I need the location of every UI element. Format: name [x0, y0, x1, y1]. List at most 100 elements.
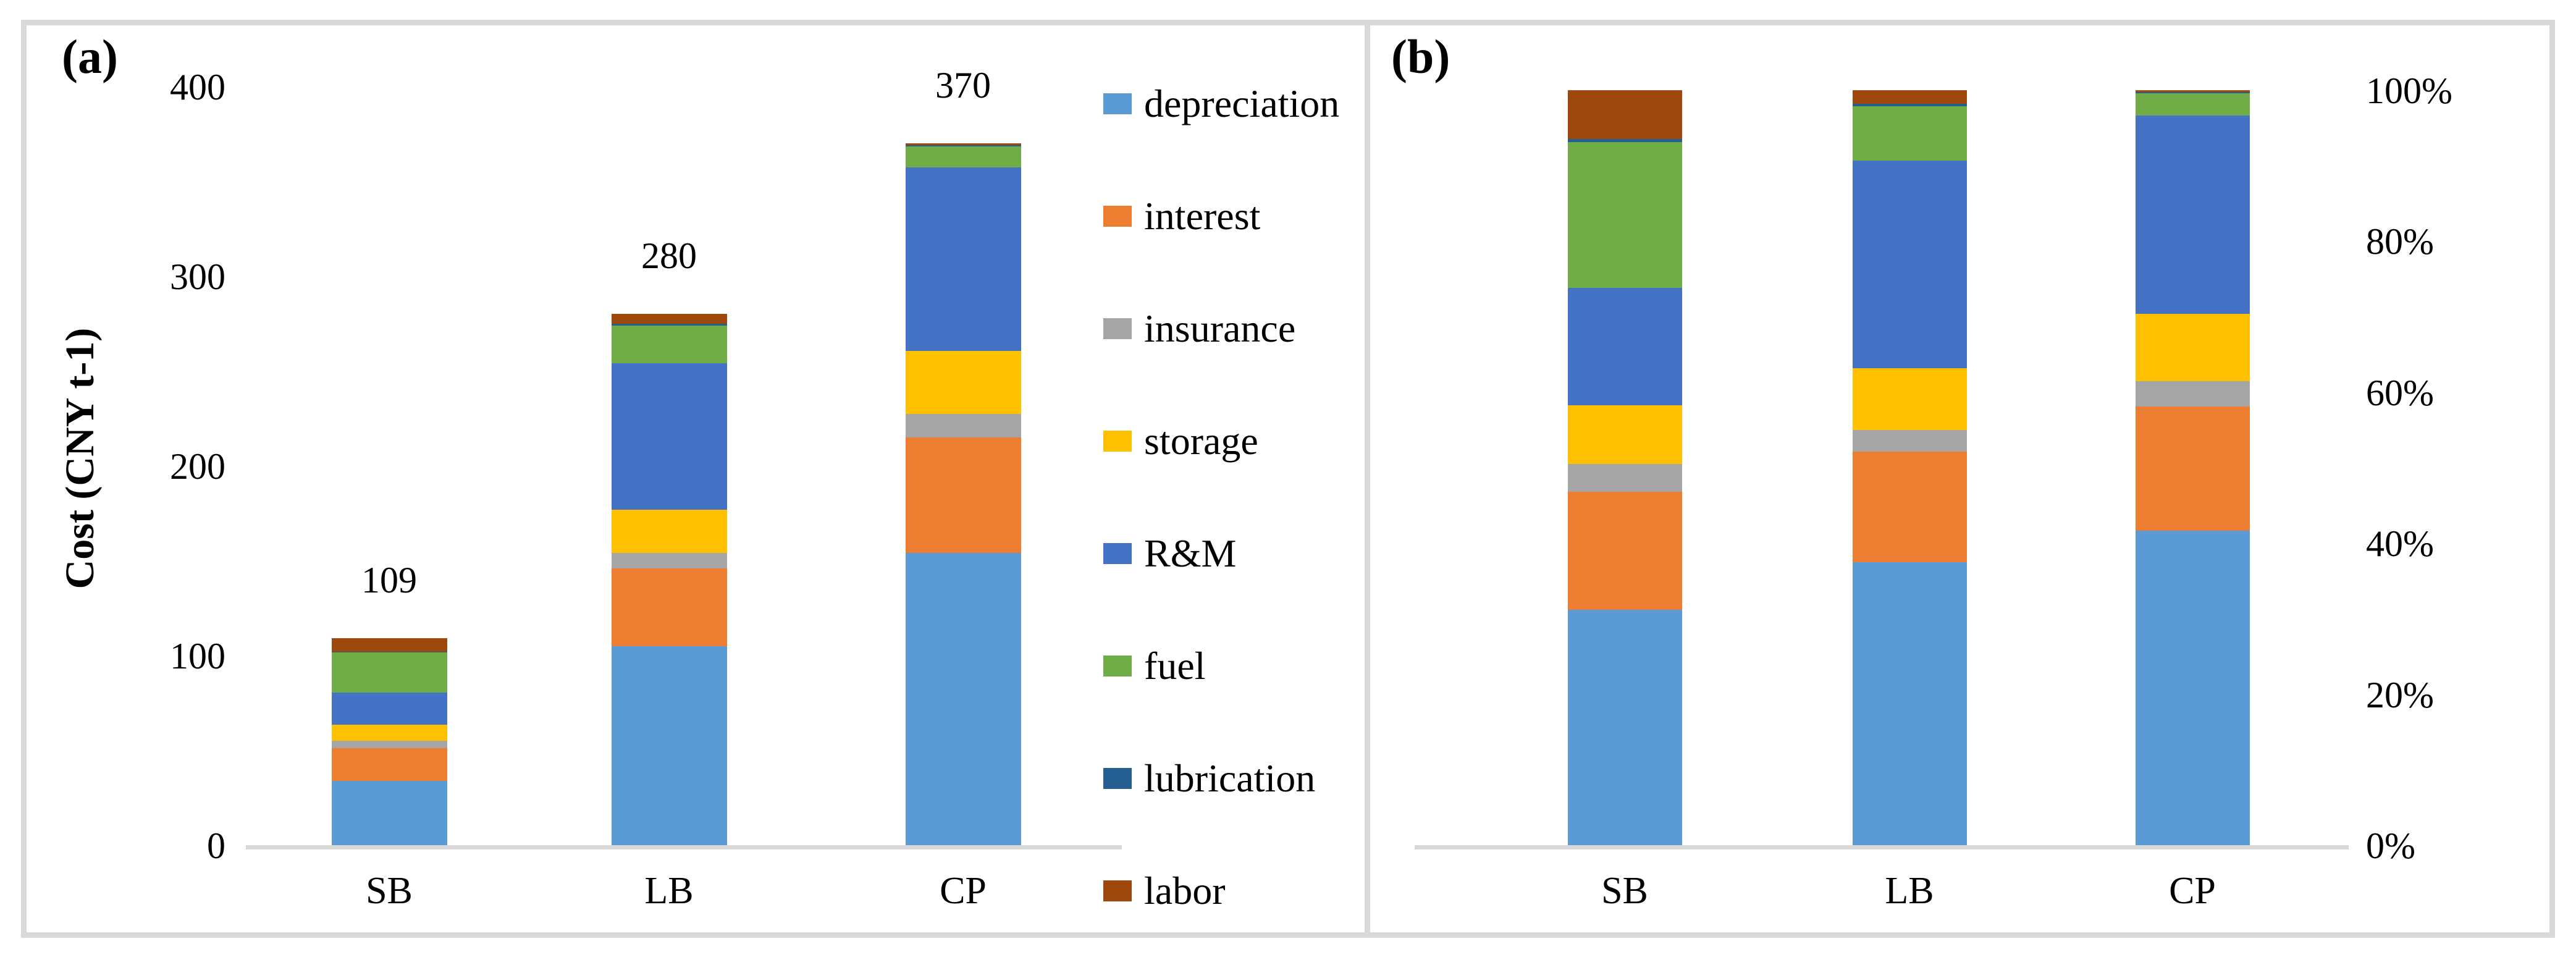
bar-segment-lubrication-lb [1853, 103, 1967, 107]
bar-segment-r-m-cp [2136, 116, 2250, 314]
legend-label-storage: storage [1144, 419, 1258, 463]
legend-item-insurance: insurance [1103, 303, 1295, 355]
bar-cp [906, 143, 1021, 845]
x-axis-label-b-cp: CP [2169, 870, 2216, 912]
bar-segment-storage-cp [2136, 313, 2250, 381]
bar-segment-r-m-lb [612, 363, 727, 510]
figure-border [21, 20, 2555, 938]
bar-segment-storage-sb [332, 725, 447, 741]
bar-segment-storage-lb [1853, 368, 1967, 430]
y-tick-label-b-100: 100% [2366, 70, 2452, 111]
bar-segment-interest-cp [906, 437, 1021, 554]
legend-item-labor: labor [1103, 865, 1226, 917]
bar-segment-labor-sb [332, 638, 447, 652]
bar-segment-depreciation-sb [332, 780, 447, 845]
bar-segment-fuel-sb [332, 652, 447, 693]
legend-label-depreciation: depreciation [1144, 82, 1340, 125]
y-tick-label-b-20: 20% [2366, 674, 2434, 715]
legend-item-lubrication: lubrication [1103, 753, 1315, 804]
legend-swatch-lubrication-icon [1103, 768, 1132, 789]
bar-segment-r-m-lb [1853, 160, 1967, 368]
x-axis-line-b [1415, 845, 2349, 849]
legend-item-r-m: R&M [1103, 528, 1236, 580]
legend-label-labor: labor [1144, 869, 1226, 913]
bar-segment-insurance-lb [1853, 429, 1967, 452]
bar-segment-labor-cp [2136, 90, 2250, 93]
bar-segment-interest-sb [332, 748, 447, 781]
legend-item-depreciation: depreciation [1103, 78, 1339, 130]
legend-swatch-interest-icon [1103, 206, 1132, 227]
y-tick-label-b-0: 0% [2366, 825, 2415, 866]
y-tick-label-b-60: 60% [2366, 372, 2434, 413]
bar-segment-labor-sb [1568, 90, 1682, 139]
legend-label-insurance: insurance [1144, 306, 1296, 350]
legend-item-fuel: fuel [1103, 640, 1206, 692]
bar-segment-lubrication-cp [2136, 92, 2250, 93]
legend-swatch-labor-icon [1103, 880, 1132, 901]
bar-segment-fuel-lb [612, 325, 727, 364]
legend-swatch-fuel-icon [1103, 656, 1132, 677]
bar-total-label-sb: 109 [361, 560, 417, 601]
bar-segment-r-m-sb [332, 692, 447, 725]
legend-swatch-insurance-icon [1103, 318, 1132, 339]
bar-segment-interest-sb [1568, 492, 1682, 610]
panel-a-label: (a) [62, 30, 118, 83]
bar-segment-insurance-cp [2136, 381, 2250, 407]
bar-lb [612, 314, 727, 845]
legend-label-lubrication: lubrication [1144, 756, 1316, 800]
bar-segment-depreciation-cp [906, 553, 1021, 845]
bar-segment-labor-lb [1853, 90, 1967, 104]
bar-segment-depreciation-sb [1568, 609, 1682, 845]
bar-segment-insurance-sb [1568, 464, 1682, 492]
legend-label-r-m: R&M [1144, 531, 1237, 575]
bar-segment-insurance-sb [332, 741, 447, 749]
bar-segment-r-m-cp [906, 167, 1021, 352]
bar-segment-fuel-cp [2136, 93, 2250, 116]
legend-swatch-depreciation-icon [1103, 93, 1132, 114]
bar-segment-interest-cp [2136, 406, 2250, 531]
x-axis-label-a-lb: LB [644, 870, 694, 912]
bar-segment-insurance-cp [906, 413, 1021, 437]
y-tick-label-a-0: 0 [207, 825, 225, 866]
legend-swatch-storage-icon [1103, 431, 1132, 452]
bar-cp [2136, 90, 2250, 845]
bar-segment-storage-sb [1568, 405, 1682, 465]
y-tick-label-b-80: 80% [2366, 221, 2434, 263]
y-tick-label-a-400: 400 [170, 67, 225, 108]
bar-segment-fuel-lb [1853, 106, 1967, 161]
y-tick-label-a-200: 200 [170, 446, 225, 487]
y-tick-label-a-100: 100 [170, 636, 225, 677]
x-axis-label-b-lb: LB [1885, 870, 1934, 912]
bar-segment-lubrication-lb [612, 323, 727, 326]
bar-segment-storage-cp [906, 351, 1021, 414]
bar-segment-labor-lb [612, 314, 727, 324]
bar-sb [1568, 90, 1682, 845]
legend-item-interest: interest [1103, 190, 1260, 242]
bar-segment-interest-lb [1853, 451, 1967, 562]
legend-label-fuel: fuel [1144, 644, 1206, 688]
bar-segment-lubrication-cp [906, 145, 1021, 146]
bar-segment-depreciation-cp [2136, 531, 2250, 845]
y-tick-label-b-40: 40% [2366, 523, 2434, 565]
y-tick-label-a-300: 300 [170, 256, 225, 297]
x-axis-label-a-cp: CP [940, 870, 987, 912]
bar-segment-insurance-lb [612, 553, 727, 568]
panel-a: (a) Cost (CNY t-1) 0 100 200 300 400 109 280 3… [57, 30, 1339, 917]
bar-segment-storage-lb [612, 509, 727, 554]
bar-segment-interest-lb [612, 568, 727, 646]
x-axis-line-a [246, 845, 1122, 849]
panel-b-label: (b) [1391, 30, 1450, 83]
bar-segment-fuel-cp [906, 146, 1021, 167]
bar-lb [1853, 90, 1967, 845]
x-axis-label-b-sb: SB [1601, 870, 1648, 912]
legend-swatch-r-m-icon [1103, 543, 1132, 564]
bar-sb [332, 638, 447, 845]
legend-label-interest: interest [1144, 194, 1261, 238]
bar-segment-r-m-sb [1568, 287, 1682, 406]
bar-segment-lubrication-sb [332, 651, 447, 653]
bar-segment-lubrication-sb [1568, 138, 1682, 143]
x-axis-label-a-sb: SB [366, 870, 413, 912]
panel-divider [1365, 20, 1370, 938]
